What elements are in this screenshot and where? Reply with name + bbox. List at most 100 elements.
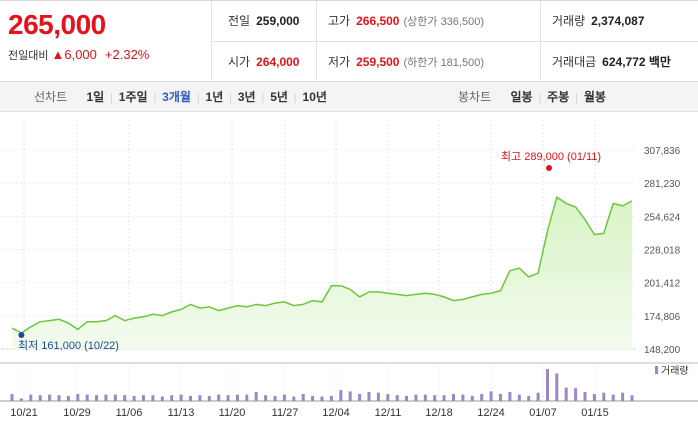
price-change: 전일대비 ▲6,000 +2.32% [8,47,149,63]
volume-bar [217,394,221,401]
volume-bar [339,390,343,401]
volume-bar [66,395,70,401]
volume-bar [320,396,324,401]
tab-period-0[interactable]: 1일 [86,90,105,104]
line-period-list: 1일 | 1주일 | 3개월 | 1년 | 3년 | 5년 | 10년 [80,90,332,104]
x-tick-label: 11/27 [272,407,299,419]
x-tick-label: 12/24 [477,407,505,419]
x-tick-label: 12/11 [375,407,402,419]
change-label: 전일대비 [8,50,49,62]
stat-volume: 거래량 2,374,087 [552,1,645,41]
stat-label: 전일 [228,14,251,28]
x-tick-label: 01/15 [581,407,609,419]
x-tick-label: 12/04 [322,407,350,419]
candle-period-list: 일봉 | 주봉 | 월봉 [504,90,612,104]
volume-bar [489,391,493,401]
volume-bar [536,392,540,401]
line-chart-title: 선차트 [34,90,68,104]
stat-high: 고가 266,500 (상한가 336,500) [328,1,484,41]
high-marker [546,165,552,171]
volume-bar [311,395,315,401]
tab-separator: | [196,93,200,104]
volume-bar [236,394,239,401]
volume-bar [348,391,352,401]
volume-bar [611,394,615,401]
tab-period-3[interactable]: 1년 [205,90,224,104]
volume-bar [151,395,155,401]
volume-bar [38,395,42,401]
stat-label: 거래량 [552,14,586,28]
high-annotation: 최고 289,000 (01/11) [501,150,601,163]
volume-bar [405,395,408,401]
tab-candle-2[interactable]: 월봉 [583,90,606,104]
tab-period-2[interactable]: 3개월 [162,90,191,104]
stat-label: 시가 [228,55,251,69]
volume-bar [10,394,14,401]
stats-grid: 전일 259,000 고가 266,500 (상한가 336,500) 거래량 2,37… [212,1,698,82]
volume-bar [527,395,531,401]
volume-bar [170,395,174,401]
candle-chart-title: 봉차트 [458,90,492,104]
stat-limit: (하한가 181,500) [403,57,484,69]
tab-candle-1[interactable]: 주봉 [547,90,570,104]
volume-bar [329,395,333,401]
volume-bar [104,394,108,401]
volume-bar [470,395,474,401]
stat-value: 2,374,087 [591,14,645,28]
volume-bar [546,369,549,401]
stat-limit: (상한가 336,500) [403,16,484,28]
volume-bar [189,395,192,401]
volume-bar [245,394,249,401]
volume-bar [564,387,568,401]
price-line-path [11,196,633,334]
volume-bar [19,398,23,401]
tab-period-6[interactable]: 10년 [302,90,327,104]
volume-bar [282,394,286,401]
y-tick-label: 281,230 [644,179,681,190]
y-tick-label: 201,412 [644,279,681,290]
tab-period-1[interactable]: 1주일 [118,90,148,104]
volume-bar [264,395,268,401]
volume-bar [583,392,587,401]
tab-separator: | [293,93,297,104]
stat-label: 고가 [328,14,351,28]
volume-bar [226,395,230,401]
volume-bar [423,394,427,401]
low-annotation: 최저 161,000 (10/22) [18,339,119,352]
x-tick-label: 11/20 [219,407,246,419]
change-value: 6,000 [64,47,97,62]
stat-value: 624,772 백만 [602,55,671,69]
tab-period-5[interactable]: 5년 [270,90,288,104]
stat-low: 저가 259,500 (하한가 181,500) [328,42,484,82]
tab-period-4[interactable]: 3년 [237,90,256,104]
stat-open: 시가 264,000 [228,42,299,82]
stat-amount: 거래대금 624,772 백만 [552,42,671,82]
tab-candle-0[interactable]: 일봉 [510,90,533,104]
volume-bar [414,394,418,401]
volume-bar [29,394,33,401]
volume-bars [10,369,634,401]
volume-bar [95,395,98,401]
volume-bar [207,395,211,401]
x-tick-label: 12/18 [425,407,453,419]
volume-bar [480,394,484,401]
volume-bar [376,392,380,401]
x-tick-label: 10/21 [10,407,38,419]
volume-bar [367,392,371,401]
volume-bar [395,395,399,401]
volume-bar [113,394,117,401]
volume-bar [57,395,61,401]
x-tick-label: 01/07 [529,407,557,419]
quote-summary: 265,000 전일대비 ▲6,000 +2.32% 전일 259,000 고가 266… [0,0,698,82]
divider [212,41,698,42]
volume-bar [592,394,596,401]
x-tick-label: 11/13 [168,407,195,419]
volume-bar [452,394,455,401]
price-box: 265,000 전일대비 ▲6,000 +2.32% [0,1,212,82]
volume-bar [198,395,202,401]
volume-bar [461,394,465,401]
x-tick-label: 10/29 [63,407,91,419]
tab-separator: | [229,93,232,104]
volume-bar [555,373,559,401]
stat-value: 264,000 [256,55,300,69]
